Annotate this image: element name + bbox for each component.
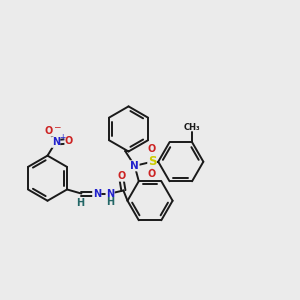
Text: N: N [93, 189, 101, 199]
Text: H: H [106, 197, 114, 207]
Text: O: O [148, 144, 156, 154]
Text: O: O [117, 171, 125, 181]
Text: CH₃: CH₃ [184, 123, 200, 132]
Text: O: O [65, 136, 73, 146]
Text: H: H [76, 198, 84, 208]
Text: N: N [106, 189, 114, 199]
Text: O: O [44, 126, 53, 136]
Text: −: − [53, 122, 61, 131]
Text: N: N [52, 137, 60, 147]
Text: S: S [148, 155, 156, 168]
Text: N: N [130, 161, 139, 171]
Text: O: O [148, 169, 156, 179]
Text: +: + [60, 133, 66, 142]
